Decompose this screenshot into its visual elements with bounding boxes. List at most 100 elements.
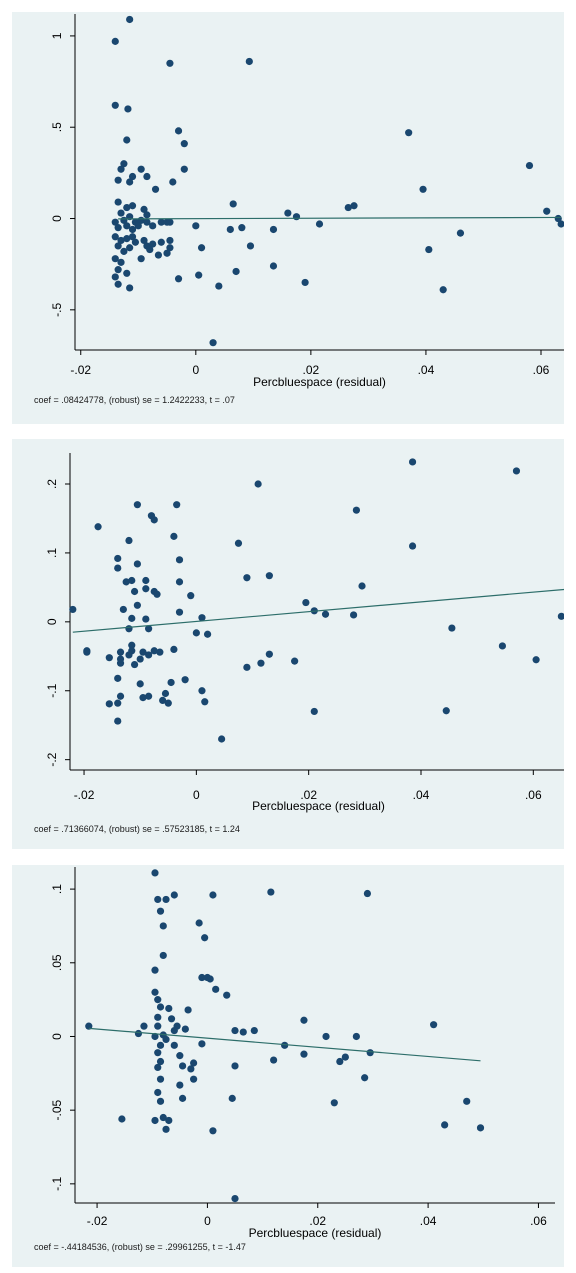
chart-1-data-point [111, 101, 119, 109]
chart-1-data-point [525, 161, 534, 170]
chart-2-data-point [145, 625, 153, 633]
chart-1-note: coef = .08424778, (robust) se = 1.242223… [34, 395, 235, 405]
chart-3-data-point [167, 1015, 176, 1023]
chart-2-data-point [125, 625, 133, 633]
chart-3-data-point [300, 1050, 308, 1058]
chart-3-svg: -.02 0 .02 .04 .06 -.1 -.05 0 .05 .1 Percbluespace… [50, 867, 555, 1240]
chart-2-data-point [198, 614, 206, 622]
chart-3-y-tick-label: .1 [50, 884, 64, 894]
chart-1-data-point [126, 244, 134, 252]
chart-3-data-point [156, 1041, 165, 1049]
chart-3-data-point [231, 1194, 239, 1203]
chart-2-y-tick-label: 0 [45, 618, 59, 625]
chart-2-data-point [203, 630, 212, 638]
chart-3-data-point [330, 1099, 338, 1107]
chart-1-data-point [124, 105, 132, 113]
chart-1-data-point [292, 213, 301, 221]
chart-2-data-point [349, 611, 358, 619]
chart-1-data-point [123, 222, 131, 230]
chart-2-x-tick-label: .06 [525, 788, 542, 802]
chart-3-data-point [176, 1052, 184, 1060]
chart-1-x-tick-label: .06 [533, 363, 550, 377]
chart-2-x-axis-title: Percbluespace (residual) [252, 799, 385, 813]
chart-3-data-point [198, 973, 206, 982]
chart-3-data-point [154, 1022, 162, 1030]
chart-3-data-point [198, 1040, 206, 1048]
chart-2-data-point [198, 687, 206, 695]
chart-2-data-point [83, 648, 91, 656]
chart-1-data-point [269, 262, 278, 270]
chart-2-data-point [116, 648, 125, 656]
chart-2-data-point [265, 650, 273, 658]
chart-3-data-point [162, 895, 170, 904]
chart-3-data-point [190, 1075, 198, 1083]
chart-1-data-point [137, 165, 145, 173]
chart-3-data-point [173, 1022, 181, 1030]
chart-2-data-point [150, 647, 158, 655]
chart-3-data-point [154, 1088, 162, 1097]
chart-3-x-tick-label: -.02 [87, 1214, 108, 1228]
chart-1-y-tick-label: 1 [50, 32, 64, 39]
chart-3-data-point [154, 1063, 162, 1072]
chart-3-data-point [223, 991, 231, 999]
chart-2-data-point [254, 480, 262, 488]
chart-1-data-point [163, 249, 171, 257]
chart-3-data-point [228, 1094, 236, 1102]
chart-1-data-point [123, 235, 131, 243]
chart-2-data-point [291, 657, 299, 665]
chart-1-data-point [126, 284, 134, 292]
chart-1-data-point [543, 207, 551, 215]
chart-1-data-point [137, 255, 145, 263]
chart-2-data-point [175, 556, 184, 564]
chart-1-data-point [226, 225, 234, 234]
chart-1-data-point [111, 37, 119, 45]
chart-1-data-point [229, 200, 237, 208]
chart-2-data-point [136, 655, 144, 663]
chart-1-data-point [111, 218, 119, 226]
chart-2-data-point [94, 523, 102, 531]
chart-2-y-tick-label: -.1 [45, 683, 59, 697]
chart-3-data-point [463, 1097, 471, 1105]
chart-3-data-point [162, 1125, 170, 1133]
chart-3-data-point [281, 1041, 289, 1049]
chart-1-data-point [120, 247, 128, 255]
chart-3-data-point [140, 1022, 148, 1030]
chart-2-data-point [105, 700, 113, 708]
chart-1-data-point [128, 233, 137, 241]
chart-2-data-point [130, 660, 139, 669]
chart-1-data-point [117, 209, 125, 217]
chart-1-data-point [143, 211, 151, 219]
chart-2-x-tick-label: .02 [300, 788, 317, 802]
chart-2-data-point [532, 656, 540, 664]
chart-1-data-point [301, 278, 309, 287]
chart-3-data-point [156, 907, 165, 915]
chart-2-data-point [153, 590, 161, 598]
chart-2-data-point [114, 674, 122, 682]
chart-2-data-point [175, 608, 184, 616]
chart-1-y-tick-label: 0 [50, 215, 64, 222]
chart-1-x-tick-label: .02 [303, 363, 320, 377]
chart-3-data-point [159, 922, 167, 930]
chart-1-data-point [174, 127, 183, 135]
chart-3-data-point [154, 996, 162, 1004]
chart-2-data-point [498, 642, 507, 650]
chart-2-data-point [408, 458, 417, 466]
chart-2-data-point [265, 572, 273, 580]
chart-1-data-point [111, 273, 119, 281]
chart-3-data-point [206, 975, 214, 983]
chart-2-data-point [243, 574, 251, 582]
chart-2-y-tick-label: .1 [45, 548, 59, 558]
chart-2-data-point [167, 678, 175, 687]
chart-3-data-point [156, 1097, 165, 1105]
chart-1-data-point [143, 218, 151, 226]
chart-3-data-point [336, 1057, 344, 1066]
chart-2-data-point [139, 694, 147, 702]
chart-1-data-point [157, 238, 165, 246]
chart-2-data-point [128, 614, 136, 622]
chart-2-data-point [192, 629, 200, 637]
chart-2-data-point [114, 554, 122, 563]
chart-3-data-point [151, 1032, 159, 1041]
chart-1-x-tick-label: -.02 [70, 363, 91, 377]
chart-1-data-point [117, 258, 125, 266]
chart-1-data-point [554, 214, 562, 223]
